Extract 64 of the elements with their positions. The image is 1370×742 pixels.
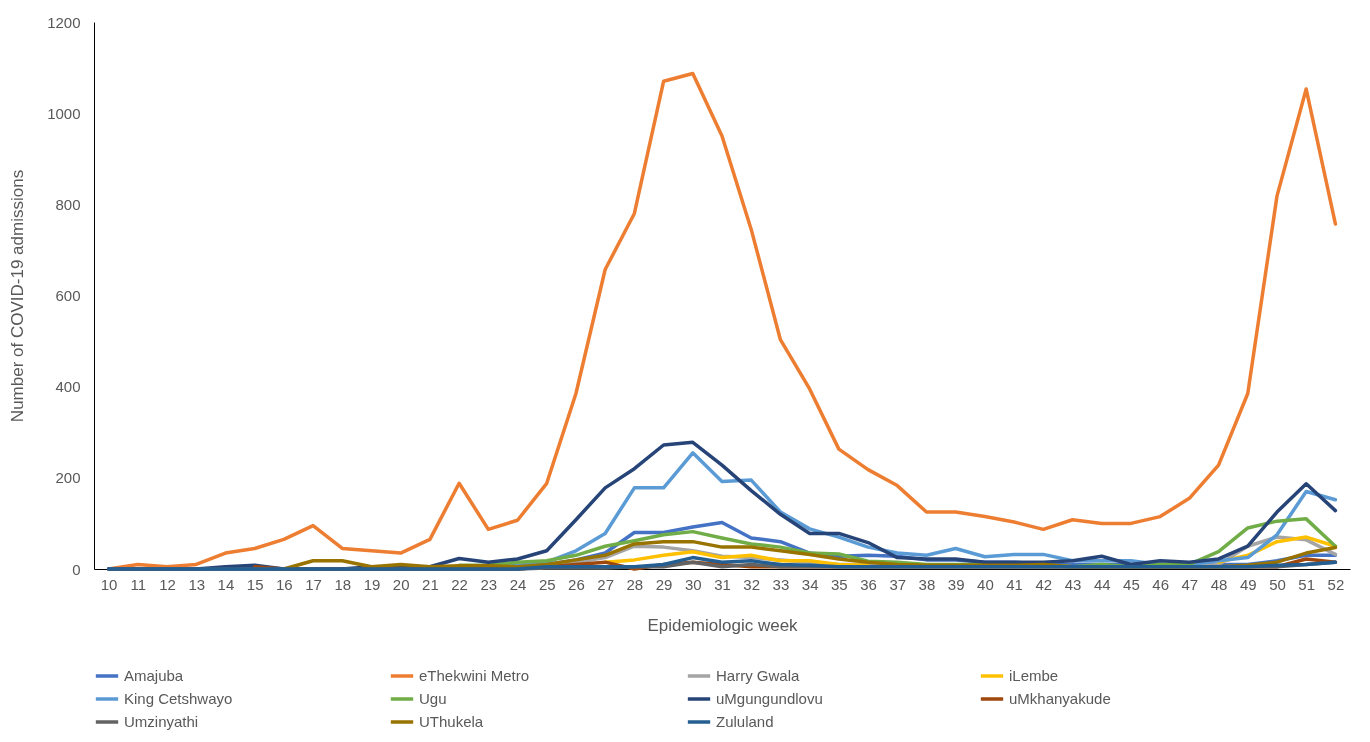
x-tick-label: 23 (480, 575, 498, 593)
legend-label: Amajuba (124, 667, 184, 684)
x-tick-label: 15 (246, 575, 264, 593)
x-tick-label: 32 (743, 575, 761, 593)
x-tick-label: 33 (772, 575, 790, 593)
x-tick-label: 14 (217, 575, 235, 593)
legend-label: uMgungundlovu (716, 690, 823, 707)
x-tick-label: 26 (568, 575, 585, 593)
legend-label: Harry Gwala (716, 667, 801, 684)
x-tick-label: 20 (392, 575, 410, 593)
x-tick-label: 17 (305, 575, 322, 593)
x-axis-title: Epidemiologic week (647, 615, 799, 635)
y-tick-label: 200 (55, 469, 81, 487)
y-tick-label: 600 (55, 287, 81, 304)
x-tick-label: 28 (626, 575, 644, 593)
x-tick-label: 12 (159, 575, 176, 593)
x-tick-label: 27 (597, 575, 615, 593)
x-tick-label: 39 (947, 575, 965, 593)
x-tick-label: 24 (509, 575, 527, 593)
x-tick-label: 43 (1064, 575, 1082, 593)
x-tick-label: 50 (1269, 575, 1286, 593)
x-tick-label: 22 (451, 575, 468, 593)
x-tick-label: 10 (100, 575, 118, 593)
y-tick-label: 800 (55, 195, 81, 213)
y-tick-label: 400 (55, 378, 81, 396)
legend-label: Umzinyathi (124, 713, 199, 730)
x-tick-label: 37 (889, 575, 907, 593)
x-tick-label: 19 (363, 575, 381, 593)
y-tick-label: 0 (72, 560, 81, 578)
x-tick-label: 35 (830, 575, 848, 593)
legend-label: iLembe (1009, 667, 1059, 684)
legend-label: Zululand (716, 713, 774, 730)
x-tick-label: 34 (801, 575, 819, 593)
legend-label: King Cetshwayo (124, 690, 233, 707)
y-axis-title: Number of COVID-19 admissions (8, 169, 28, 423)
x-tick-label: 29 (655, 575, 673, 593)
legend-label: eThekwini Metro (419, 667, 530, 684)
x-tick-label: 42 (1035, 575, 1053, 593)
x-tick-label: 38 (918, 575, 936, 593)
x-tick-label: 47 (1181, 575, 1199, 593)
legend-label: Ugu (419, 690, 447, 707)
x-tick-label: 31 (714, 575, 731, 593)
x-tick-label: 16 (276, 575, 293, 593)
legend-label: UThukela (419, 713, 484, 730)
x-tick-label: 18 (334, 575, 352, 593)
x-tick-label: 48 (1210, 575, 1228, 593)
x-tick-label: 25 (538, 575, 556, 593)
x-tick-label: 13 (188, 575, 206, 593)
x-tick-label: 30 (684, 575, 702, 593)
x-tick-label: 21 (422, 575, 439, 593)
x-tick-label: 45 (1123, 575, 1140, 593)
x-tick-label: 46 (1152, 575, 1169, 593)
x-tick-label: 44 (1093, 575, 1111, 593)
x-tick-label: 52 (1327, 575, 1345, 593)
legend-label: uMkhanyakude (1009, 690, 1111, 707)
y-tick-label: 1200 (47, 13, 81, 31)
x-tick-label: 40 (977, 575, 994, 593)
x-tick-label: 51 (1298, 575, 1316, 593)
x-tick-label: 36 (860, 575, 877, 593)
y-tick-label: 1000 (47, 104, 81, 122)
x-tick-label: 41 (1006, 575, 1023, 593)
x-tick-label: 11 (130, 575, 147, 593)
line-series (106, 555, 1338, 571)
x-tick-label: 49 (1239, 575, 1257, 593)
